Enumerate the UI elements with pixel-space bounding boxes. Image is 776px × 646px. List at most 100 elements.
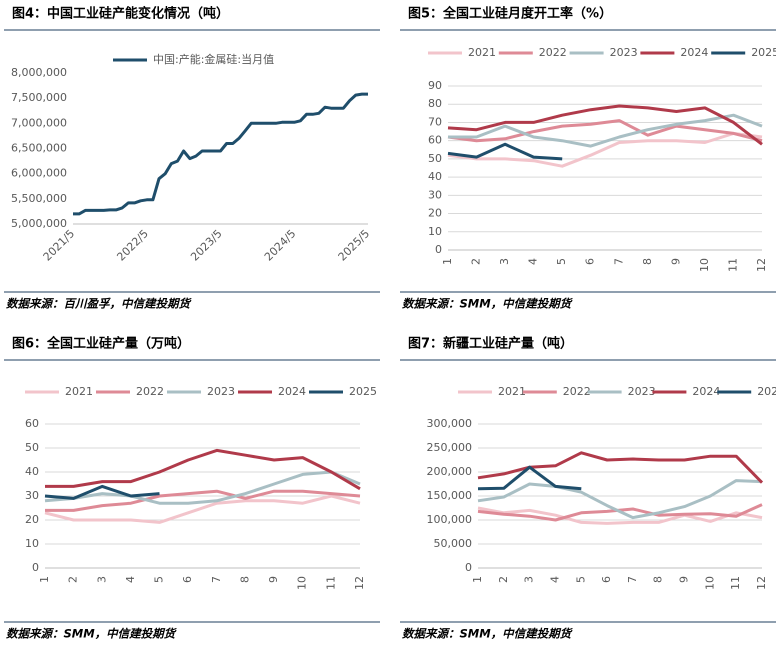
x-tick-label: 2021/5 [41,227,78,264]
x-tick-label: 2025/5 [336,227,373,264]
x-tick-label: 7 [612,258,625,265]
y-tick-label: 250,000 [427,441,473,454]
legend-label: 2023 [628,385,656,398]
series-line [447,142,563,161]
y-tick-label: 20 [428,207,442,220]
x-tick-label: 5 [555,258,568,265]
x-tick-label: 6 [181,576,194,583]
chart-title: 图6：全国工业硅产量（万吨） [12,336,190,352]
series-line [447,104,763,146]
chart-title: 图4：中国工业硅产能变化情况（吨） [12,6,229,22]
x-tick-label: 2 [497,576,510,583]
x-tick-label: 3 [95,576,108,583]
series-line [477,479,763,520]
y-tick-label: 0 [465,561,472,574]
x-tick-label: 10 [703,576,716,590]
chart-source: 数据来源：SMM，中信建投期货 [6,627,178,641]
x-tick-label: 11 [729,576,742,590]
legend-label: 2021 [498,385,526,398]
y-tick-label: 60 [25,417,39,430]
series-line [477,451,764,484]
series-line [45,448,361,491]
x-tick-label: 6 [600,576,613,583]
x-tick-label: 9 [678,576,691,583]
legend-label: 2022 [563,385,591,398]
legend-label: 2025 [349,385,377,398]
legend-label: 中国:产能:金属硅:当月值 [153,52,274,66]
y-tick-label: 90 [428,79,442,92]
x-tick-label: 12 [755,258,768,272]
y-tick-label: 40 [25,465,39,478]
x-tick-label: 5 [574,576,587,583]
series-line [44,494,361,524]
x-tick-label: 8 [641,258,654,265]
y-tick-label: 0 [32,561,39,574]
x-tick-label: 5 [153,576,166,583]
legend-label: 2021 [65,385,93,398]
x-tick-label: 10 [698,258,711,272]
legend-label: 2023 [610,46,638,59]
x-tick-label: 11 [324,576,337,590]
x-tick-label: 4 [548,576,561,583]
y-tick-label: 300,000 [427,417,473,430]
x-tick-label: 9 [267,576,280,583]
chart-source: 数据来源：百川盈孚，中信建投期货 [6,297,192,311]
y-tick-label: 10 [428,225,442,238]
chart-source: 数据来源：SMM，中信建投期货 [402,627,574,641]
legend-label: 2023 [207,385,235,398]
y-tick-label: 50,000 [434,537,473,550]
y-tick-label: 50 [428,152,442,165]
series-line [477,506,763,525]
legend-label: 2022 [539,46,567,59]
y-tick-label: 5,500,000 [11,192,67,205]
legend-label: 2024 [278,385,306,398]
x-tick-label: 3 [498,258,511,265]
series-line [44,470,361,505]
y-tick-label: 7,000,000 [11,116,67,129]
y-tick-label: 100,000 [427,513,473,526]
x-tick-label: 1 [38,576,51,583]
legend-label: 2024 [692,385,720,398]
series-line [447,119,763,143]
y-tick-label: 80 [428,97,442,110]
x-tick-label: 12 [755,576,768,590]
x-tick-label: 4 [527,258,540,265]
x-tick-label: 7 [626,576,639,583]
y-tick-label: 30 [428,188,442,201]
x-tick-label: 12 [353,576,366,590]
series-line [448,113,763,148]
chart-source: 数据来源：SMM，中信建投期货 [402,297,574,311]
y-tick-label: 150,000 [427,489,473,502]
y-tick-label: 40 [428,170,442,183]
series-line [447,131,763,168]
y-tick-label: 7,500,000 [11,91,67,104]
y-tick-label: 50 [25,441,39,454]
legend-label: 2025 [751,46,776,59]
chart-title: 图5：全国工业硅月度开工率（%） [408,6,612,22]
series-line [45,489,361,512]
x-tick-label: 1 [471,576,484,583]
x-tick-label: 3 [523,576,536,583]
y-tick-label: 10 [25,537,39,550]
y-tick-label: 70 [428,115,442,128]
chart-title: 图7：新疆工业硅产量（吨） [408,336,573,352]
x-tick-label: 2022/5 [114,227,151,264]
x-tick-label: 10 [296,576,309,590]
x-tick-label: 11 [726,258,739,272]
legend-label: 2022 [136,385,164,398]
y-tick-label: 6,500,000 [11,142,67,155]
y-tick-label: 30 [25,489,39,502]
x-tick-label: 8 [238,576,251,583]
legend-label: 2024 [680,46,708,59]
x-tick-label: 2 [470,258,483,265]
x-tick-label: 6 [584,258,597,265]
y-tick-label: 6,000,000 [11,167,67,180]
x-tick-label: 7 [210,576,223,583]
legend-label: 2021 [468,46,496,59]
x-tick-label: 1 [441,258,454,265]
y-tick-label: 0 [435,243,442,256]
series-line [44,484,160,500]
series-line [73,92,368,216]
x-tick-label: 2023/5 [188,227,225,264]
